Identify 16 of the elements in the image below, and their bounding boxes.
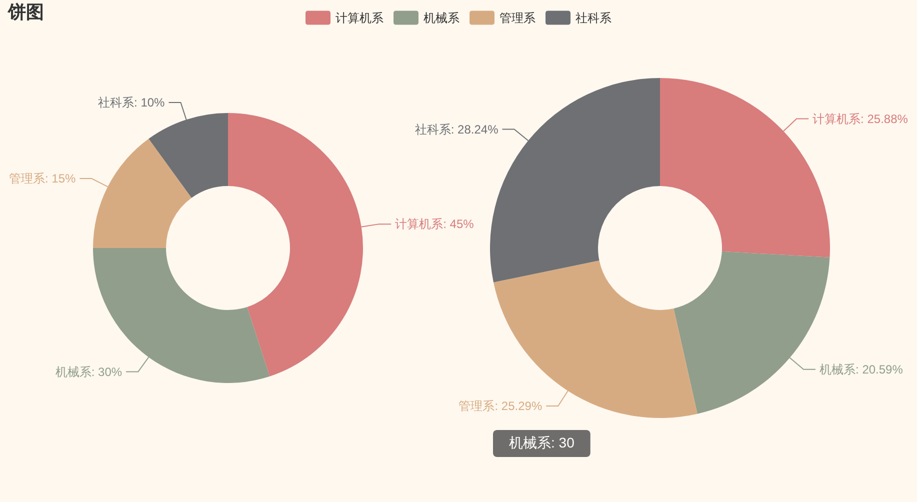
slice-label: 社科系: 28.24% xyxy=(414,122,499,136)
chart-title: 饼图 xyxy=(7,2,44,22)
slice-label: 管理系: 25.29% xyxy=(458,399,542,413)
data-label: 机械系: 30% xyxy=(55,364,122,379)
legend-label: 社科系 xyxy=(576,10,612,25)
donut-slice xyxy=(93,248,270,383)
legend-label: 管理系 xyxy=(500,10,536,25)
data-label: 社科系: 10% xyxy=(98,95,166,110)
legend-label: 机械系 xyxy=(424,10,460,25)
legend-label: 计算机系 xyxy=(336,10,384,25)
donut-slice xyxy=(494,260,698,418)
text: 机械系: 30 xyxy=(509,434,575,450)
data-label: 管理系: 15% xyxy=(8,172,76,186)
slice-label: 计算机系: 25.88% xyxy=(812,112,908,126)
slice-label: 机械系: 20.59% xyxy=(820,362,904,376)
data-label: 计算机系: 45% xyxy=(395,217,474,232)
